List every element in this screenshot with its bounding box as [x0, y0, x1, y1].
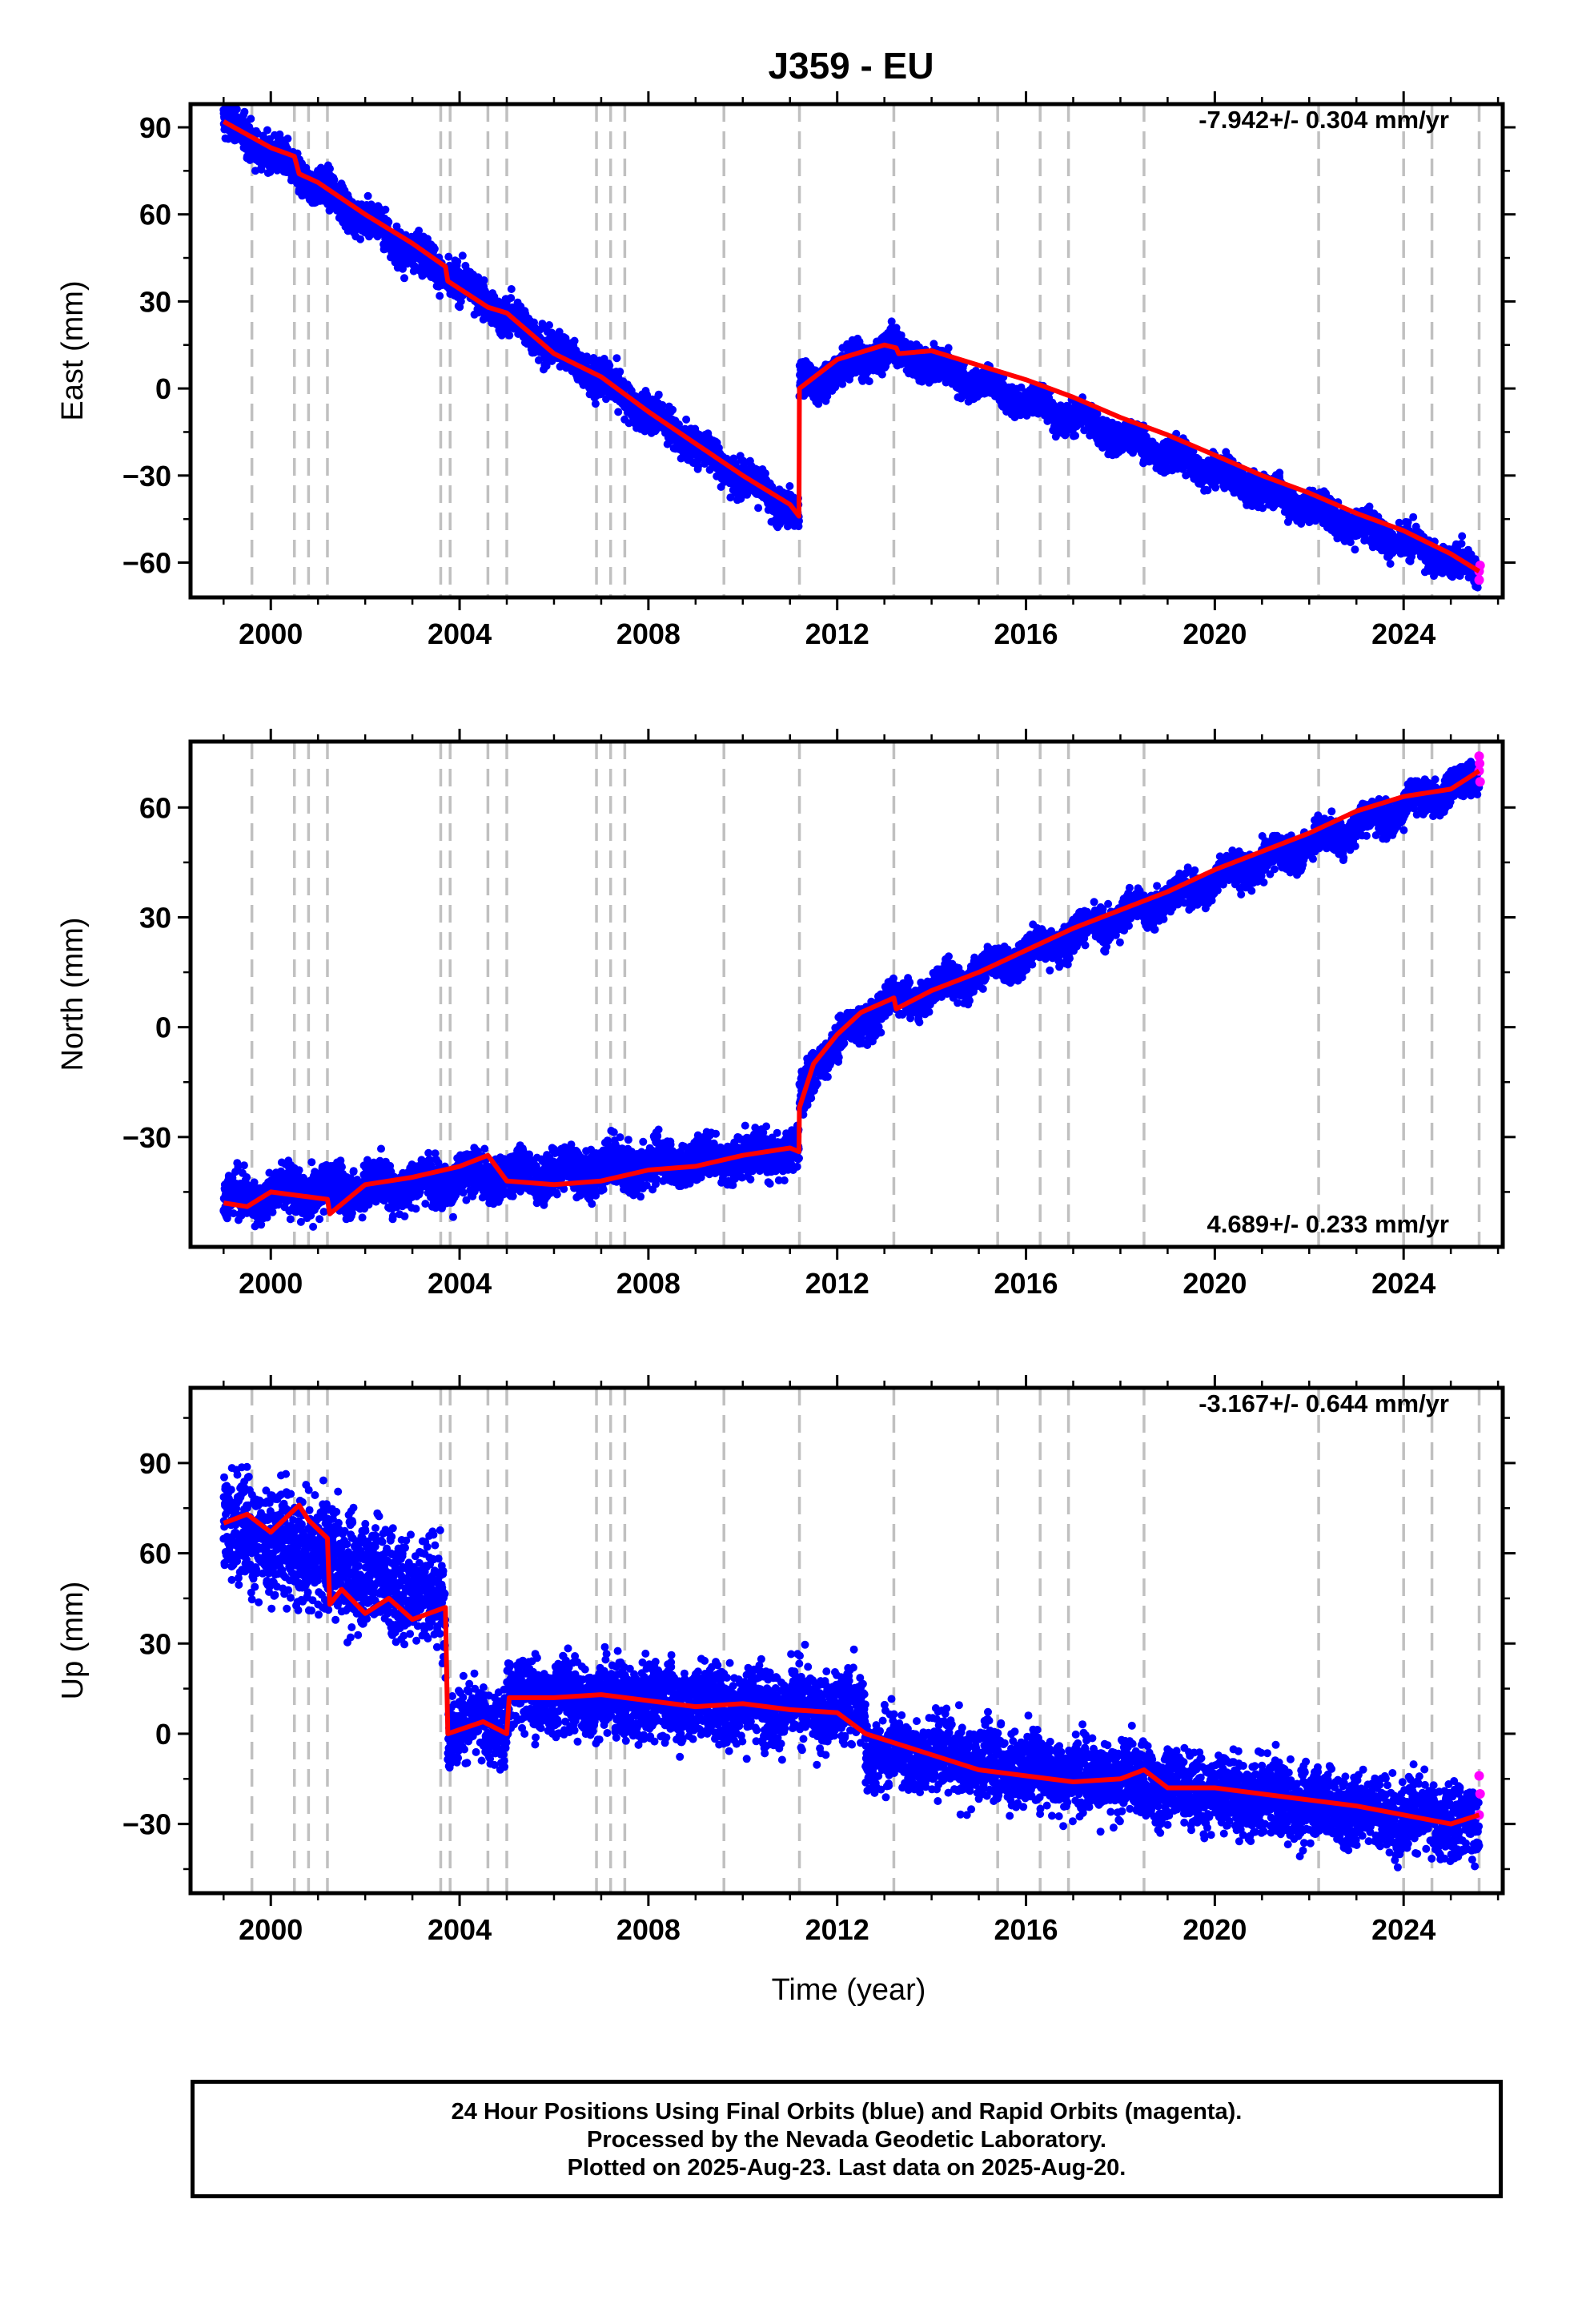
data-point [458, 251, 467, 260]
data-point [232, 105, 241, 114]
data-point [570, 336, 579, 345]
data-point [283, 135, 292, 143]
data-point [444, 252, 453, 261]
data-point [614, 408, 623, 416]
data-point [591, 400, 600, 408]
data-point [456, 297, 465, 306]
data-point [1071, 432, 1080, 440]
data-point [669, 405, 677, 414]
data-point [605, 361, 614, 370]
data-point [273, 166, 282, 175]
data-point [785, 482, 794, 490]
data-point [505, 331, 514, 340]
final-orbit-points [219, 104, 1484, 592]
data-point [240, 107, 249, 116]
data-point [415, 227, 424, 235]
data-point [356, 235, 365, 243]
data-point [944, 344, 953, 352]
data-point [453, 257, 462, 266]
data-point [480, 276, 488, 284]
data-point [682, 415, 691, 424]
data-point [877, 370, 886, 379]
data-point [507, 294, 516, 303]
data-point [754, 504, 763, 513]
data-point [658, 400, 667, 409]
data-point [436, 292, 444, 300]
data-point [616, 368, 624, 376]
data-point [363, 191, 372, 200]
data-point [612, 354, 621, 363]
data-point [384, 218, 393, 227]
data-point [654, 390, 663, 399]
data-point [381, 205, 390, 214]
data-point [865, 377, 873, 386]
data-point [430, 244, 439, 253]
chart-title: J359 - EU [768, 45, 934, 86]
data-point [545, 321, 553, 329]
data-point [263, 126, 271, 135]
data-point [507, 285, 516, 293]
data-point [326, 164, 334, 173]
data-point [400, 274, 408, 283]
data-point [247, 115, 255, 123]
data-point [330, 175, 339, 184]
